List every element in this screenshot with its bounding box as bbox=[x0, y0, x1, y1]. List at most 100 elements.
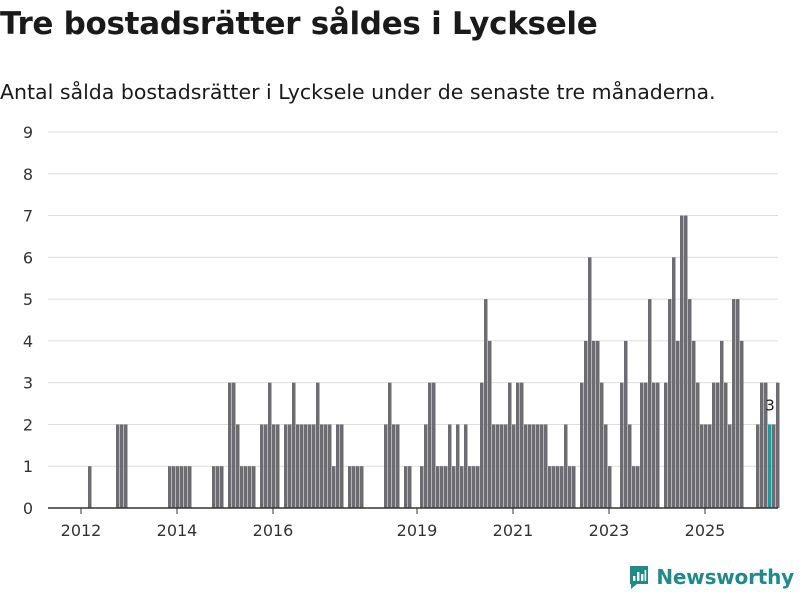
bar bbox=[504, 424, 508, 508]
bar bbox=[348, 466, 352, 508]
bar bbox=[500, 424, 504, 508]
bar bbox=[308, 424, 312, 508]
bar bbox=[592, 340, 596, 508]
bar bbox=[648, 299, 652, 508]
bar bbox=[736, 299, 740, 508]
chart-title: Tre bostadsrätter såldes i Lycksele bbox=[0, 6, 598, 42]
bar bbox=[460, 466, 464, 508]
bar bbox=[568, 466, 572, 508]
bar bbox=[688, 299, 692, 508]
bar bbox=[684, 215, 688, 509]
bar bbox=[240, 466, 244, 508]
bar bbox=[300, 424, 304, 508]
x-tick-label: 2012 bbox=[61, 521, 102, 540]
bar bbox=[404, 466, 408, 508]
bar bbox=[492, 424, 496, 508]
bar bbox=[508, 382, 512, 508]
bars bbox=[88, 215, 780, 509]
bar bbox=[620, 382, 624, 508]
bar bbox=[408, 466, 412, 508]
bar bbox=[776, 382, 780, 508]
bar bbox=[496, 424, 500, 508]
bar bbox=[440, 466, 444, 508]
x-tick-label: 2023 bbox=[589, 521, 630, 540]
bar bbox=[356, 466, 360, 508]
bar bbox=[452, 466, 456, 508]
bar bbox=[172, 466, 176, 508]
bar bbox=[228, 382, 232, 508]
bar bbox=[656, 382, 660, 508]
x-tick-label: 2016 bbox=[253, 521, 294, 540]
bar bbox=[392, 424, 396, 508]
bar bbox=[428, 382, 432, 508]
bar bbox=[560, 466, 564, 508]
bar bbox=[180, 466, 184, 508]
bar bbox=[572, 466, 576, 508]
bar bbox=[704, 424, 708, 508]
bar bbox=[712, 382, 716, 508]
bar bbox=[600, 382, 604, 508]
bar bbox=[120, 424, 124, 508]
bar bbox=[720, 340, 724, 508]
bar bbox=[244, 466, 248, 508]
bar bbox=[432, 382, 436, 508]
bar bbox=[640, 382, 644, 508]
bar bbox=[248, 466, 252, 508]
bar bbox=[320, 424, 324, 508]
bar bbox=[272, 424, 276, 508]
bar bbox=[332, 466, 336, 508]
bar bbox=[672, 257, 676, 508]
bar bbox=[448, 424, 452, 508]
bar bbox=[472, 466, 476, 508]
bar bbox=[252, 466, 256, 508]
bar bbox=[524, 424, 528, 508]
x-tick-label: 2025 bbox=[685, 521, 726, 540]
bar bbox=[716, 382, 720, 508]
bar bbox=[116, 424, 120, 508]
y-tick-label: 8 bbox=[23, 165, 33, 184]
bar-latest bbox=[768, 424, 772, 508]
bar bbox=[284, 424, 288, 508]
y-tick-label: 1 bbox=[23, 457, 33, 476]
bar bbox=[668, 299, 672, 508]
bar bbox=[424, 424, 428, 508]
data-label: 3 bbox=[765, 396, 775, 414]
x-tick-label: 2014 bbox=[157, 521, 198, 540]
y-tick-label: 4 bbox=[23, 332, 33, 351]
bar bbox=[188, 466, 192, 508]
bar bbox=[184, 466, 188, 508]
x-tick-label: 2021 bbox=[493, 521, 534, 540]
bar bbox=[580, 382, 584, 508]
bar bbox=[296, 424, 300, 508]
bar bbox=[264, 424, 268, 508]
bar bbox=[740, 340, 744, 508]
bar bbox=[608, 466, 612, 508]
bar bbox=[632, 466, 636, 508]
bar bbox=[444, 466, 448, 508]
bar bbox=[484, 299, 488, 508]
bar bbox=[564, 424, 568, 508]
bar bbox=[268, 382, 272, 508]
bar bbox=[676, 340, 680, 508]
bar bbox=[528, 424, 532, 508]
bar bbox=[584, 340, 588, 508]
bar bbox=[384, 424, 388, 508]
y-tick-label: 0 bbox=[23, 499, 33, 518]
bar bbox=[548, 466, 552, 508]
bar bbox=[88, 466, 92, 508]
newsworthy-logo-icon bbox=[630, 566, 649, 589]
bar bbox=[464, 424, 468, 508]
bar bbox=[328, 424, 332, 508]
y-tick-label: 9 bbox=[23, 123, 33, 142]
bar bbox=[232, 382, 236, 508]
bar bbox=[680, 215, 684, 509]
bar bbox=[336, 424, 340, 508]
y-tick-label: 2 bbox=[23, 415, 33, 434]
bar bbox=[756, 424, 760, 508]
bar bbox=[324, 424, 328, 508]
bar bbox=[544, 424, 548, 508]
bar bbox=[292, 382, 296, 508]
bar bbox=[604, 424, 608, 508]
chart-subtitle: Antal sålda bostadsrätter i Lycksele und… bbox=[0, 80, 716, 104]
